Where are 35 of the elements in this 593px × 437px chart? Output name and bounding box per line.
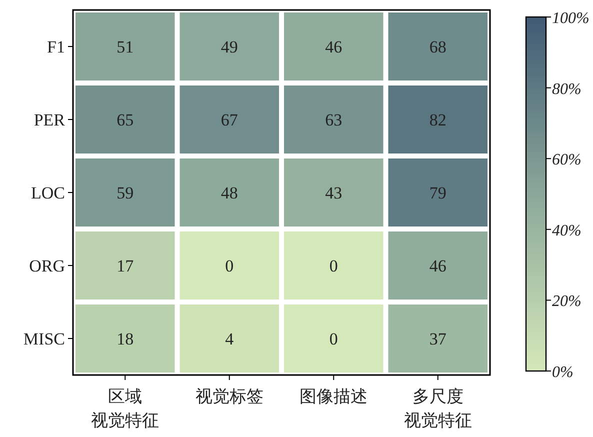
data-label: 82 bbox=[429, 110, 446, 130]
y-tick-label: PER bbox=[34, 110, 66, 130]
data-label: 79 bbox=[429, 184, 446, 202]
data-label: 43 bbox=[325, 184, 342, 202]
y-tick-label: ORG bbox=[29, 256, 65, 276]
y-tick-label: LOC bbox=[31, 184, 65, 202]
color-bar-label: 0% bbox=[552, 364, 574, 381]
x-tick-label: 视觉标签 bbox=[195, 387, 264, 406]
data-label: 59 bbox=[116, 184, 134, 202]
data-label: 18 bbox=[116, 330, 134, 348]
data-label: 46 bbox=[429, 256, 446, 276]
data-label: 4 bbox=[225, 330, 234, 348]
x-tick-label: 多尺度视觉特征 bbox=[404, 387, 472, 430]
data-label: 51 bbox=[116, 38, 134, 56]
color-bar-label: 40% bbox=[552, 222, 582, 240]
data-label: 65 bbox=[116, 110, 134, 130]
data-label: 67 bbox=[220, 110, 238, 130]
color-bar-label: 80% bbox=[552, 80, 582, 98]
data-label: 0 bbox=[329, 256, 338, 276]
data-label: 49 bbox=[220, 38, 238, 56]
color-bar-label: 20% bbox=[552, 293, 582, 310]
y-tick-label: MISC bbox=[23, 330, 65, 348]
color-bar-label: 60% bbox=[552, 152, 582, 169]
data-label: 68 bbox=[429, 38, 446, 56]
data-label: 0 bbox=[329, 330, 338, 348]
data-label: 37 bbox=[429, 330, 447, 348]
data-label: 63 bbox=[325, 110, 342, 130]
x-tick-label: 图像描述 bbox=[300, 387, 368, 406]
data-label: 17 bbox=[116, 256, 134, 276]
data-label: 48 bbox=[220, 184, 238, 202]
y-tick-label: F1 bbox=[47, 38, 65, 56]
data-label: 46 bbox=[325, 38, 342, 56]
data-label: 0 bbox=[225, 256, 234, 276]
color-bar-label: 100% bbox=[552, 10, 590, 27]
x-tick-label: 区域视觉特征 bbox=[91, 387, 160, 430]
